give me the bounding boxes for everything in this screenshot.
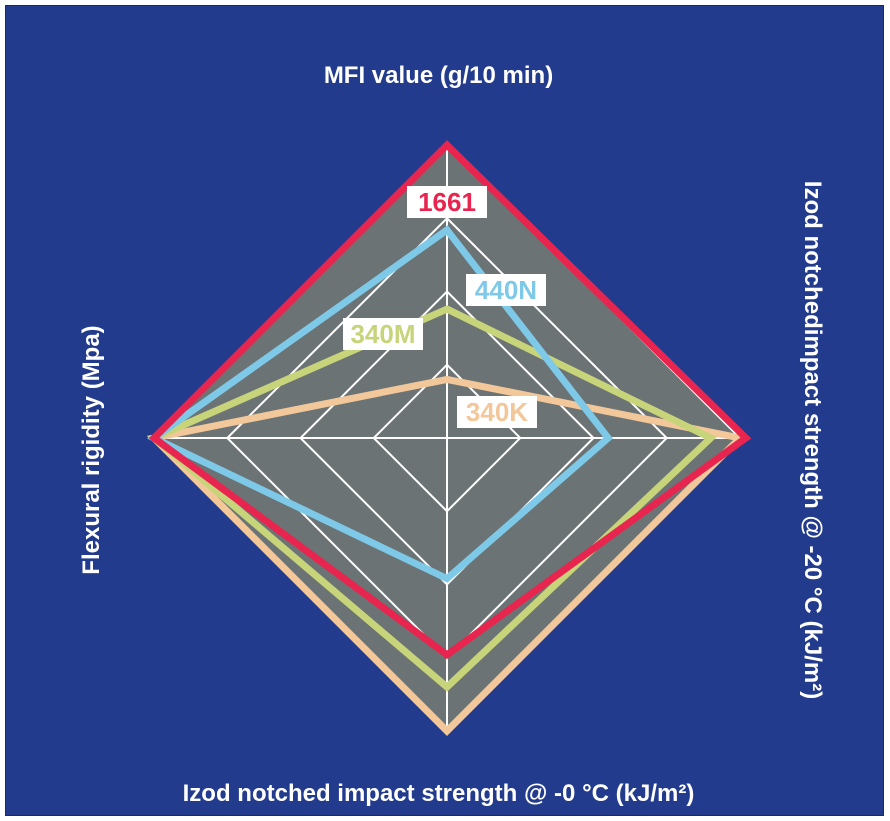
axis-label-izod-0: Izod notched impact strength @ -0 °C (kJ… <box>182 780 695 807</box>
series-tag-1661: 1661 <box>407 186 487 218</box>
grid-spokes <box>154 145 740 731</box>
series-tag-text: 440N <box>475 275 537 305</box>
series-tag-440N: 440N <box>466 274 546 306</box>
series-labels: 340K 340M 440N 1661 <box>343 186 546 428</box>
axis-label-izod-minus20: Izod notchedimpact strength @ -20 °C (kJ… <box>799 180 826 700</box>
series-line-340K <box>146 375 748 736</box>
series-tag-text: 340M <box>350 319 415 349</box>
series-tag-text: 1661 <box>418 187 476 217</box>
series-tag-340M: 340M <box>343 318 423 350</box>
axis-label-flexural: Flexural rigidity (Mpa) <box>78 325 105 575</box>
series-line-1661 <box>148 140 752 660</box>
axis-label-mfi: MFI value (g/10 min) <box>323 62 554 89</box>
series-line-340M <box>147 305 717 692</box>
series-tag-340K: 340K <box>457 396 537 428</box>
series-line-440N <box>147 225 613 583</box>
series-tag-text: 340K <box>466 397 528 427</box>
radar-series <box>146 140 752 736</box>
